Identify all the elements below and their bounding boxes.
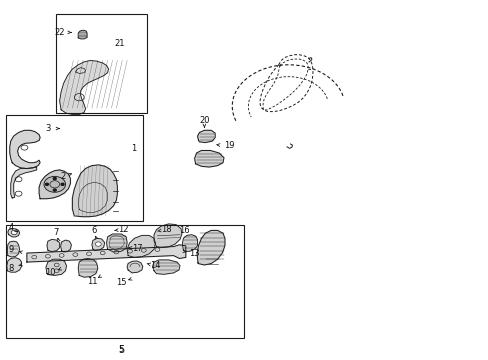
Bar [6,225,244,338]
Polygon shape [8,229,20,237]
Circle shape [95,242,101,246]
Polygon shape [127,261,142,273]
Polygon shape [72,165,117,217]
Polygon shape [152,260,180,274]
Circle shape [11,230,17,235]
Bar [56,14,146,113]
Circle shape [53,177,56,180]
Polygon shape [194,150,224,167]
Text: 19: 19 [223,141,234,150]
Text: 7: 7 [54,228,59,237]
Text: 16: 16 [179,226,190,235]
Text: 12: 12 [118,225,128,234]
Text: 14: 14 [150,261,161,270]
Text: 17: 17 [132,244,143,253]
Polygon shape [197,130,215,143]
Text: 20: 20 [199,116,209,125]
Circle shape [45,183,48,185]
Text: 13: 13 [189,249,200,258]
Polygon shape [78,258,98,277]
Polygon shape [7,258,21,272]
Polygon shape [127,235,155,257]
Text: 2: 2 [60,172,65,181]
Text: 3: 3 [45,124,50,133]
Text: 21: 21 [114,40,125,49]
Polygon shape [7,241,20,257]
Polygon shape [197,230,224,265]
Text: 5: 5 [119,346,123,354]
Circle shape [53,189,56,191]
Polygon shape [106,234,127,252]
Circle shape [61,183,64,185]
Bar [6,115,142,221]
Polygon shape [11,167,37,198]
Text: 8: 8 [8,264,13,273]
Text: 15: 15 [116,278,126,287]
Text: 11: 11 [86,277,97,286]
Polygon shape [27,245,185,262]
Text: 22: 22 [54,28,65,37]
Polygon shape [92,238,104,251]
Text: 18: 18 [161,225,171,234]
Text: 6: 6 [91,226,96,235]
Polygon shape [78,30,87,39]
Polygon shape [10,130,40,168]
Text: 4: 4 [8,223,13,232]
Circle shape [44,176,65,192]
Polygon shape [47,239,60,252]
Text: 5: 5 [118,345,124,355]
Polygon shape [182,235,197,251]
Text: 10: 10 [44,269,55,277]
Polygon shape [61,240,71,252]
Text: 9: 9 [8,245,13,253]
Polygon shape [154,224,182,248]
Polygon shape [39,170,70,199]
Text: 1: 1 [131,144,136,153]
Polygon shape [46,259,66,275]
Polygon shape [60,60,108,114]
